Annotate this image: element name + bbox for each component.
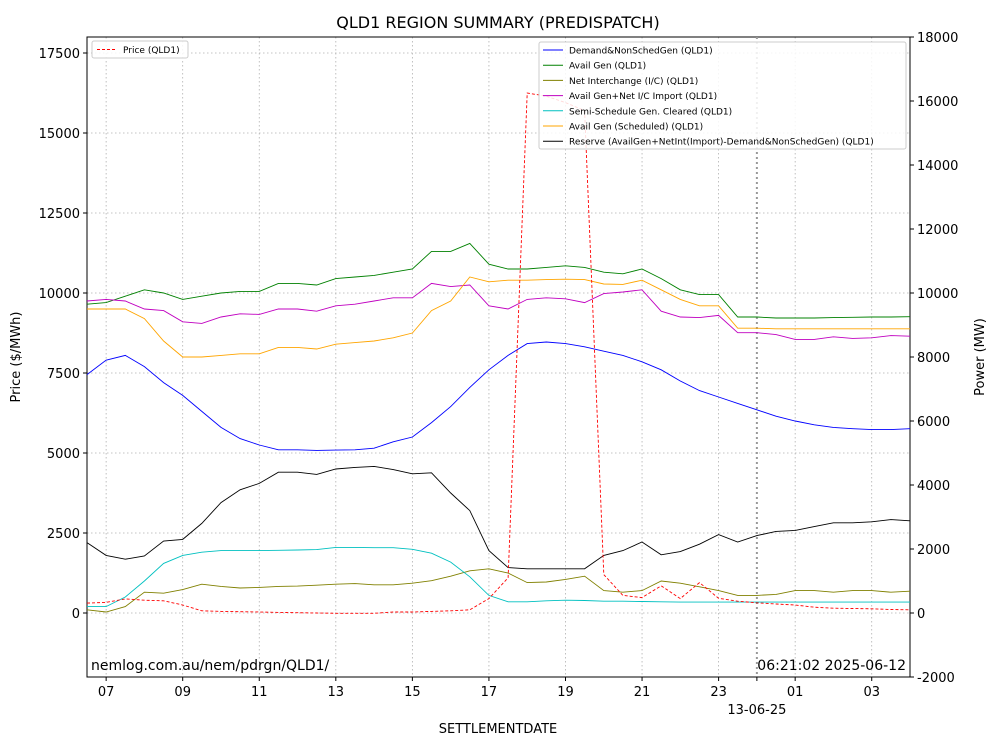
legend-label-3: Avail Gen+Net I/C Import (QLD1) [569, 92, 717, 102]
x-tick-label: 15 [404, 685, 421, 700]
x-tick-label: 01 [787, 685, 804, 700]
left-tick-label: 2500 [47, 527, 80, 542]
series-line-5 [87, 276, 910, 358]
x-tick-label: 09 [174, 685, 191, 700]
grid [87, 37, 910, 677]
legend-label-4: Semi-Schedule Gen. Cleared (QLD1) [569, 107, 732, 117]
x-tick-label: 17 [481, 685, 498, 700]
right-tick-label: 14000 [917, 159, 958, 174]
date-label: 13-06-25 [727, 703, 786, 718]
right-tick-label: 2000 [917, 543, 950, 558]
x-tick-label: 23 [710, 685, 727, 700]
legend-price: Price (QLD1) [91, 40, 189, 59]
right-tick-label: 16000 [917, 95, 958, 110]
source-footer: nemlog.com.au/nem/pdrgn/QLD1/ [91, 658, 330, 674]
right-tick-label: 6000 [917, 415, 950, 430]
legend-label-5: Avail Gen (Scheduled) (QLD1) [569, 123, 703, 133]
series-line-6 [86, 465, 911, 570]
left-tick-label: 10000 [39, 287, 80, 302]
price-layer [86, 92, 911, 614]
right-tick-label: 4000 [917, 479, 950, 494]
left-axis-label: Price ($/MWh) [9, 312, 24, 403]
x-tick-label: 19 [557, 685, 574, 700]
x-tick-label: 13 [328, 685, 345, 700]
left-axis: 0 2500 5000 7500 10000 12500 15000 17500 [39, 47, 87, 622]
legend-label-1: Avail Gen (QLD1) [569, 62, 646, 72]
left-tick-label: 5000 [47, 447, 80, 462]
right-tick-label: 10000 [917, 287, 958, 302]
left-tick-label: 0 [72, 607, 80, 622]
x-axis: 07 09 11 13 15 17 19 21 23 01 03 [98, 677, 880, 700]
right-axis-label: Power (MW) [973, 318, 988, 396]
series-line-0 [86, 341, 911, 451]
timestamp-footer: 06:21:02 2025-06-12 [757, 658, 906, 674]
right-tick-label: 0 [917, 607, 925, 622]
right-tick-label: 18000 [917, 31, 958, 46]
x-tick-label: 03 [863, 685, 880, 700]
legend-label-0: Demand&NonSchedGen (QLD1) [569, 47, 713, 57]
price-line [86, 92, 911, 614]
series-line-2 [86, 568, 911, 613]
legend-label-2: Net Interchange (I/C) (QLD1) [569, 77, 698, 87]
right-axis: -2000 0 2000 4000 6000 8000 10000 12000 14000 160… [910, 31, 958, 686]
legend-power: Demand&NonSchedGen (QLD1) Avail Gen (QLD1… [538, 41, 907, 150]
left-tick-label: 7500 [47, 367, 80, 382]
x-tick-label: 21 [634, 685, 651, 700]
left-tick-label: 15000 [39, 127, 80, 142]
series-layer [86, 242, 911, 613]
chart-title: QLD1 REGION SUMMARY (PREDISPATCH) [336, 13, 659, 32]
x-tick-label: 07 [98, 685, 115, 700]
right-tick-label: 12000 [917, 223, 958, 238]
legend-power-box [538, 41, 907, 150]
x-tick-label: 11 [251, 685, 268, 700]
series-line-4 [87, 546, 910, 608]
legend-label-6: Reserve (AvailGen+NetInt(Import)-Demand&… [569, 138, 874, 148]
left-tick-label: 17500 [39, 47, 80, 62]
series-line-3 [86, 282, 911, 340]
right-tick-label: -2000 [917, 671, 955, 686]
legend-price-label: Price (QLD1) [123, 46, 180, 56]
legend-price-box [91, 40, 189, 59]
x-axis-label: SETTLEMENTDATE [439, 722, 558, 737]
series-line-1 [86, 242, 911, 319]
right-tick-label: 8000 [917, 351, 950, 366]
left-tick-label: 12500 [39, 207, 80, 222]
